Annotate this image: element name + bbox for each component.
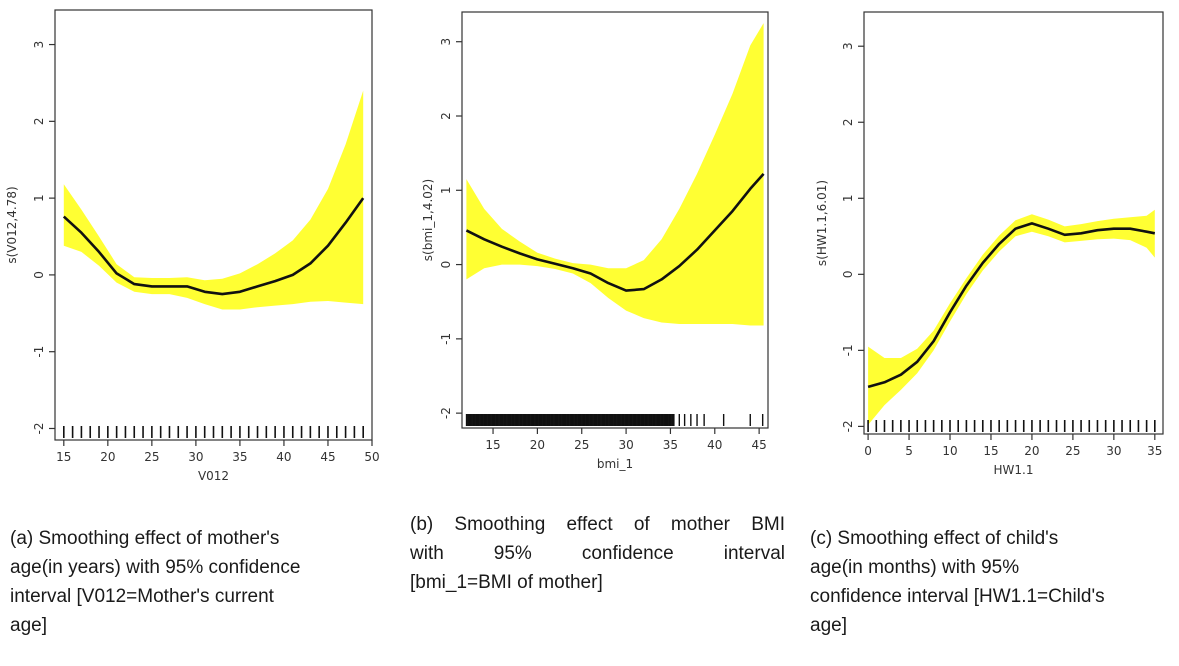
y-tick-label: -1 bbox=[841, 344, 855, 356]
x-tick-label: 35 bbox=[1147, 444, 1162, 458]
y-axis-label: s(HW1.1,6.01) bbox=[815, 180, 829, 266]
y-tick-label: 1 bbox=[32, 194, 46, 202]
x-tick-label: 10 bbox=[942, 444, 957, 458]
y-tick-label: 3 bbox=[841, 42, 855, 50]
caption-a-line: age] bbox=[10, 615, 47, 636]
x-tick-label: 45 bbox=[751, 438, 766, 452]
x-tick-label: 30 bbox=[188, 450, 203, 464]
caption-b: (b) Smoothing effect of mother BMI with … bbox=[410, 510, 785, 597]
caption-a: (a) Smoothing effect of mother's age(in … bbox=[10, 524, 380, 640]
x-tick-label: 30 bbox=[618, 438, 633, 452]
caption-a-line: age(in years) with 95% confidence bbox=[10, 557, 301, 578]
x-tick-label: 45 bbox=[320, 450, 335, 464]
x-tick-label: 40 bbox=[276, 450, 291, 464]
plot-frame bbox=[54, 9, 373, 441]
y-tick-label: 0 bbox=[439, 261, 453, 269]
y-tick-label: -1 bbox=[32, 346, 46, 358]
x-tick-label: 25 bbox=[1065, 444, 1080, 458]
caption-c: (c) Smoothing effect of child's age(in m… bbox=[810, 524, 1175, 640]
y-tick-label: 2 bbox=[32, 118, 46, 126]
y-tick-label: 1 bbox=[439, 186, 453, 194]
smooth-line bbox=[867, 222, 1156, 389]
x-tick-label: 20 bbox=[530, 438, 545, 452]
plot-frame bbox=[863, 11, 1164, 435]
y-tick-label: 3 bbox=[32, 41, 46, 49]
y-tick-label: -1 bbox=[439, 333, 453, 345]
y-tick-label: -2 bbox=[841, 420, 855, 432]
confidence-band bbox=[63, 90, 364, 310]
y-tick-label: 2 bbox=[439, 112, 453, 120]
x-tick-label: 15 bbox=[983, 444, 998, 458]
caption-b-line: with 95% confidence interval bbox=[410, 543, 785, 564]
y-axis-label: s(V012,4.78) bbox=[5, 186, 19, 263]
caption-b-line: [bmi_1=BMI of mother] bbox=[410, 572, 603, 593]
x-tick-label: 30 bbox=[1106, 444, 1121, 458]
y-tick-label: 1 bbox=[841, 194, 855, 202]
x-axis-label: V012 bbox=[198, 469, 229, 483]
caption-c-line: (c) Smoothing effect of child's bbox=[810, 528, 1059, 549]
x-tick-label: 5 bbox=[905, 444, 913, 458]
x-tick-label: 40 bbox=[707, 438, 722, 452]
y-tick-label: 2 bbox=[841, 118, 855, 126]
x-tick-label: 35 bbox=[232, 450, 247, 464]
y-tick-label: -2 bbox=[32, 422, 46, 434]
caption-a-line: (a) Smoothing effect of mother's bbox=[10, 528, 280, 549]
x-tick-label: 25 bbox=[574, 438, 589, 452]
caption-c-line: age(in months) with 95% bbox=[810, 557, 1020, 578]
x-axis-label: bmi_1 bbox=[597, 457, 633, 471]
y-axis-label: s(bmi_1,4.02) bbox=[421, 179, 435, 261]
x-tick-label: 15 bbox=[485, 438, 500, 452]
x-tick-label: 50 bbox=[364, 450, 379, 464]
plot-frame bbox=[461, 11, 769, 429]
y-tick-label: 3 bbox=[439, 38, 453, 46]
x-tick-label: 20 bbox=[100, 450, 115, 464]
caption-c-line: confidence interval [HW1.1=Child's bbox=[810, 586, 1105, 607]
x-tick-label: 15 bbox=[56, 450, 71, 464]
y-tick-label: 0 bbox=[841, 271, 855, 279]
x-tick-label: 20 bbox=[1024, 444, 1039, 458]
caption-b-line: (b) Smoothing effect of mother BMI bbox=[410, 514, 785, 535]
x-axis-label: HW1.1 bbox=[994, 463, 1034, 477]
caption-a-line: interval [V012=Mother's current bbox=[10, 586, 274, 607]
x-tick-label: 25 bbox=[144, 450, 159, 464]
x-tick-label: 35 bbox=[663, 438, 678, 452]
confidence-band bbox=[868, 209, 1155, 425]
smooth-line bbox=[465, 173, 765, 292]
smooth-line bbox=[62, 197, 365, 296]
caption-c-line: age] bbox=[810, 615, 847, 636]
y-tick-label: 0 bbox=[32, 271, 46, 279]
confidence-band bbox=[466, 23, 764, 326]
y-tick-label: -2 bbox=[439, 407, 453, 419]
x-tick-label: 0 bbox=[864, 444, 872, 458]
